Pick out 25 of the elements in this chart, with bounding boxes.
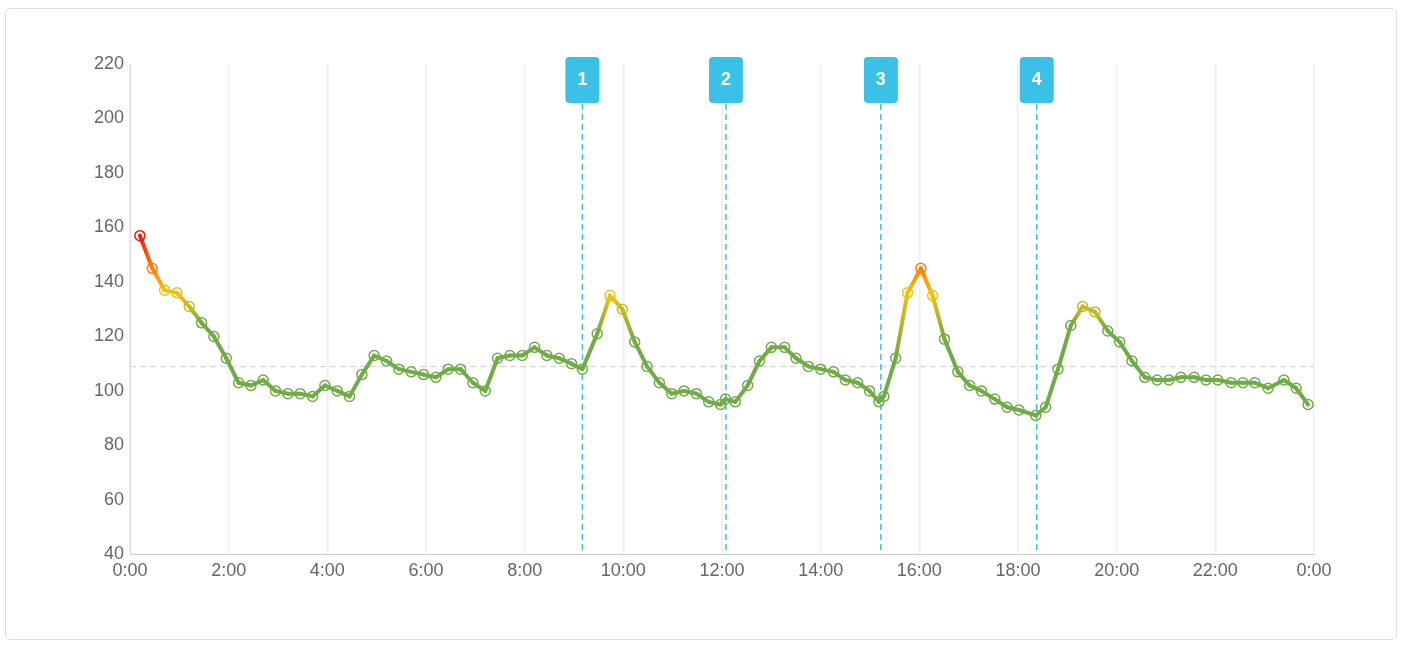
annotation: 2 — [720, 68, 731, 89]
x-tick-label: 0:00 — [1296, 560, 1332, 581]
y-tick-label: 200 — [93, 107, 125, 128]
y-tick-label: 160 — [93, 216, 125, 237]
x-tick-label: 10:00 — [600, 560, 646, 581]
x-tick-label: 16:00 — [896, 560, 942, 581]
x-tick-label: 12:00 — [699, 560, 745, 581]
y-tick-label: 220 — [93, 52, 125, 73]
y-tick-label: 100 — [93, 379, 125, 400]
y-tick-label: 60 — [104, 488, 125, 509]
y-tick-label: 80 — [104, 434, 125, 455]
x-tick-label: 18:00 — [995, 560, 1041, 581]
x-tick-label: 22:00 — [1192, 560, 1238, 581]
y-tick-label: 180 — [93, 161, 125, 182]
annotation: 4 — [1031, 68, 1042, 89]
x-tick-label: 2:00 — [211, 560, 247, 581]
x-tick-label: 20:00 — [1094, 560, 1140, 581]
x-tick-label: 6:00 — [408, 560, 444, 581]
y-tick-label: 140 — [93, 270, 125, 291]
annotation: 1 — [577, 68, 588, 89]
y-tick-label: 120 — [93, 325, 125, 346]
annotation: 3 — [875, 68, 886, 89]
x-tick-label: 14:00 — [798, 560, 844, 581]
x-tick-label: 4:00 — [309, 560, 345, 581]
x-tick-label: 8:00 — [507, 560, 543, 581]
